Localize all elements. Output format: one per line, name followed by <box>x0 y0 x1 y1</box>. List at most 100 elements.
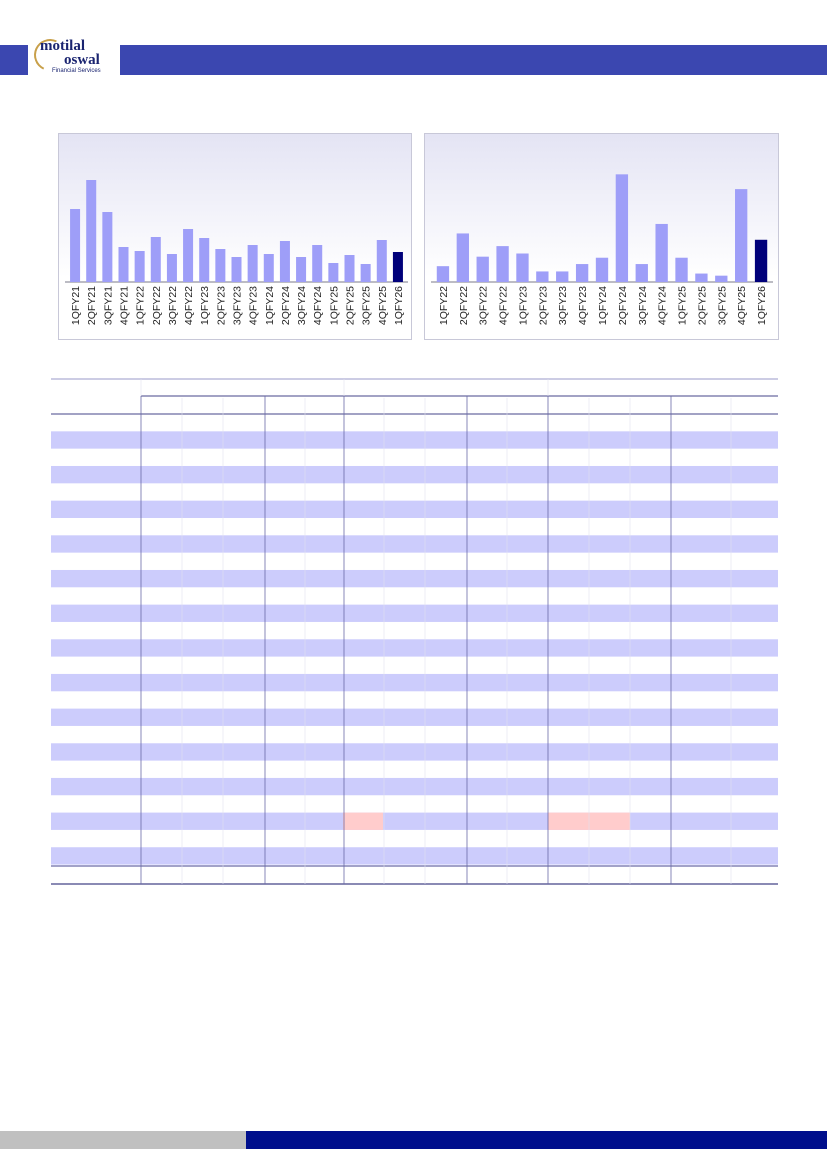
bar-4QFY22 <box>183 229 194 282</box>
tick-label-4QFY22: 4QFY22 <box>183 286 195 325</box>
bar-1QFY24 <box>595 257 609 282</box>
tick-label-3QFY22: 3QFY22 <box>167 286 179 325</box>
tick-label-3QFY25: 3QFY25 <box>361 286 373 325</box>
bar-2QFY25 <box>344 255 355 282</box>
tick-label-2QFY23: 2QFY23 <box>215 286 227 325</box>
bar-2QFY22 <box>150 237 161 282</box>
bar-4QFY24 <box>312 245 323 282</box>
table-row-band <box>51 535 778 553</box>
header-bar <box>120 45 827 75</box>
bar-1QFY22 <box>436 266 450 282</box>
table-row-band <box>51 673 778 692</box>
bar-1QFY23 <box>199 238 210 282</box>
footer-grey-bar <box>0 1131 246 1149</box>
table-row-band <box>51 604 778 622</box>
table-row-band <box>51 465 778 484</box>
bar-3QFY23 <box>231 257 242 282</box>
bar-2QFY21 <box>86 180 97 282</box>
tick-label-1QFY23: 1QFY23 <box>517 286 529 325</box>
tick-label-3QFY22: 3QFY22 <box>478 286 490 325</box>
bar-2QFY24 <box>279 241 290 282</box>
table-cell-highlight <box>343 812 383 830</box>
bar-chart-1: 1QFY21 2QFY21 3QFY21 4QFY21 1QFY22 2QFY22 3QFY… <box>65 180 408 325</box>
bar-3QFY22 <box>476 256 489 282</box>
bar-2QFY23 <box>215 249 226 282</box>
data-table <box>51 378 778 886</box>
tick-label-1QFY24: 1QFY24 <box>264 286 276 325</box>
tick-label-3QFY24: 3QFY24 <box>637 286 649 325</box>
bar-4QFY23 <box>247 245 258 282</box>
bar-4QFY22 <box>496 246 509 282</box>
bar-3QFY21 <box>102 212 113 282</box>
bar-1QFY22 <box>134 251 145 282</box>
tick-label-1QFY25: 1QFY25 <box>328 286 340 325</box>
footer-blue-bar <box>246 1131 827 1149</box>
bar-4QFY24 <box>655 223 668 282</box>
table-row-band <box>51 812 778 830</box>
logo-text-oswal: oswal <box>64 52 100 68</box>
bar-3QFY25 <box>360 264 371 282</box>
table-row-band <box>51 569 778 588</box>
table-row-band <box>51 777 778 796</box>
tick-label-3QFY23: 3QFY23 <box>557 286 569 325</box>
bar-1QFY26 <box>754 239 768 282</box>
tick-label-1QFY22: 1QFY22 <box>135 286 147 325</box>
bar-4QFY23 <box>575 264 589 282</box>
bar-1QFY24 <box>263 254 274 282</box>
bar-2QFY25 <box>695 273 708 282</box>
tick-label-4QFY22: 4QFY22 <box>498 286 510 325</box>
tick-label-4QFY25: 4QFY25 <box>377 286 389 325</box>
bar-2QFY22 <box>456 233 469 282</box>
tick-label-1QFY25: 1QFY25 <box>677 286 689 325</box>
bar-4QFY25 <box>735 189 748 282</box>
bar-3QFY24 <box>635 264 648 282</box>
bar-4QFY25 <box>376 240 387 282</box>
data-table-grid <box>51 378 778 885</box>
tick-label-1QFY26: 1QFY26 <box>756 286 768 325</box>
logo-subtitle: Financial Services <box>52 68 101 74</box>
bar-3QFY23 <box>556 271 569 282</box>
tick-label-1QFY23: 1QFY23 <box>199 286 211 325</box>
tick-label-2QFY24: 2QFY24 <box>617 286 629 325</box>
table-row-band <box>51 431 778 449</box>
tick-label-2QFY24: 2QFY24 <box>280 286 292 325</box>
table-row-band <box>51 639 778 657</box>
tick-label-3QFY25: 3QFY25 <box>716 286 728 325</box>
tick-label-3QFY24: 3QFY24 <box>296 286 308 325</box>
tick-label-2QFY22: 2QFY22 <box>151 286 163 325</box>
tick-label-1QFY22: 1QFY22 <box>438 286 450 325</box>
tick-label-1QFY21: 1QFY21 <box>70 286 82 325</box>
tick-label-1QFY24: 1QFY24 <box>597 286 609 325</box>
tick-label-4QFY24: 4QFY24 <box>657 286 669 325</box>
chart-right: 1QFY22 2QFY22 3QFY22 4QFY22 1QFY23 2QFY23 3QFY… <box>424 133 779 340</box>
tick-label-4QFY23: 4QFY23 <box>577 286 589 325</box>
bar-2QFY24 <box>615 174 629 282</box>
tick-label-2QFY25: 2QFY25 <box>345 286 357 325</box>
tick-label-4QFY21: 4QFY21 <box>119 286 131 325</box>
bar-3QFY25 <box>715 275 728 282</box>
brand-logo: motilal oswal Financial Services <box>28 34 120 78</box>
tick-label-2QFY25: 2QFY25 <box>696 286 708 325</box>
tick-label-4QFY24: 4QFY24 <box>312 286 324 325</box>
tick-label-4QFY23: 4QFY23 <box>248 286 260 325</box>
chart-left: 1QFY21 2QFY21 3QFY21 4QFY21 1QFY22 2QFY22 3QFY… <box>58 133 412 340</box>
tick-label-3QFY21: 3QFY21 <box>102 286 114 325</box>
bar-1QFY23 <box>516 253 529 282</box>
logo-text-motilal: motilal <box>40 38 85 54</box>
bar-chart-2: 1QFY22 2QFY22 3QFY22 4QFY22 1QFY23 2QFY23 3QFY… <box>431 174 773 325</box>
table-row-band <box>51 743 778 761</box>
tick-label-1QFY26: 1QFY26 <box>393 286 405 325</box>
bar-2QFY23 <box>536 271 549 282</box>
tick-label-2QFY21: 2QFY21 <box>86 286 98 325</box>
header-left-block <box>0 45 28 75</box>
table-row-band <box>51 708 778 726</box>
tick-label-4QFY25: 4QFY25 <box>736 286 748 325</box>
bar-1QFY21 <box>70 209 81 282</box>
table-row-band <box>51 847 778 865</box>
bar-1QFY25 <box>328 263 339 282</box>
bar-1QFY25 <box>675 257 688 282</box>
tick-label-2QFY22: 2QFY22 <box>458 286 470 325</box>
tick-label-2QFY23: 2QFY23 <box>537 286 549 325</box>
bar-3QFY22 <box>166 254 177 282</box>
bar-1QFY26 <box>392 252 403 282</box>
